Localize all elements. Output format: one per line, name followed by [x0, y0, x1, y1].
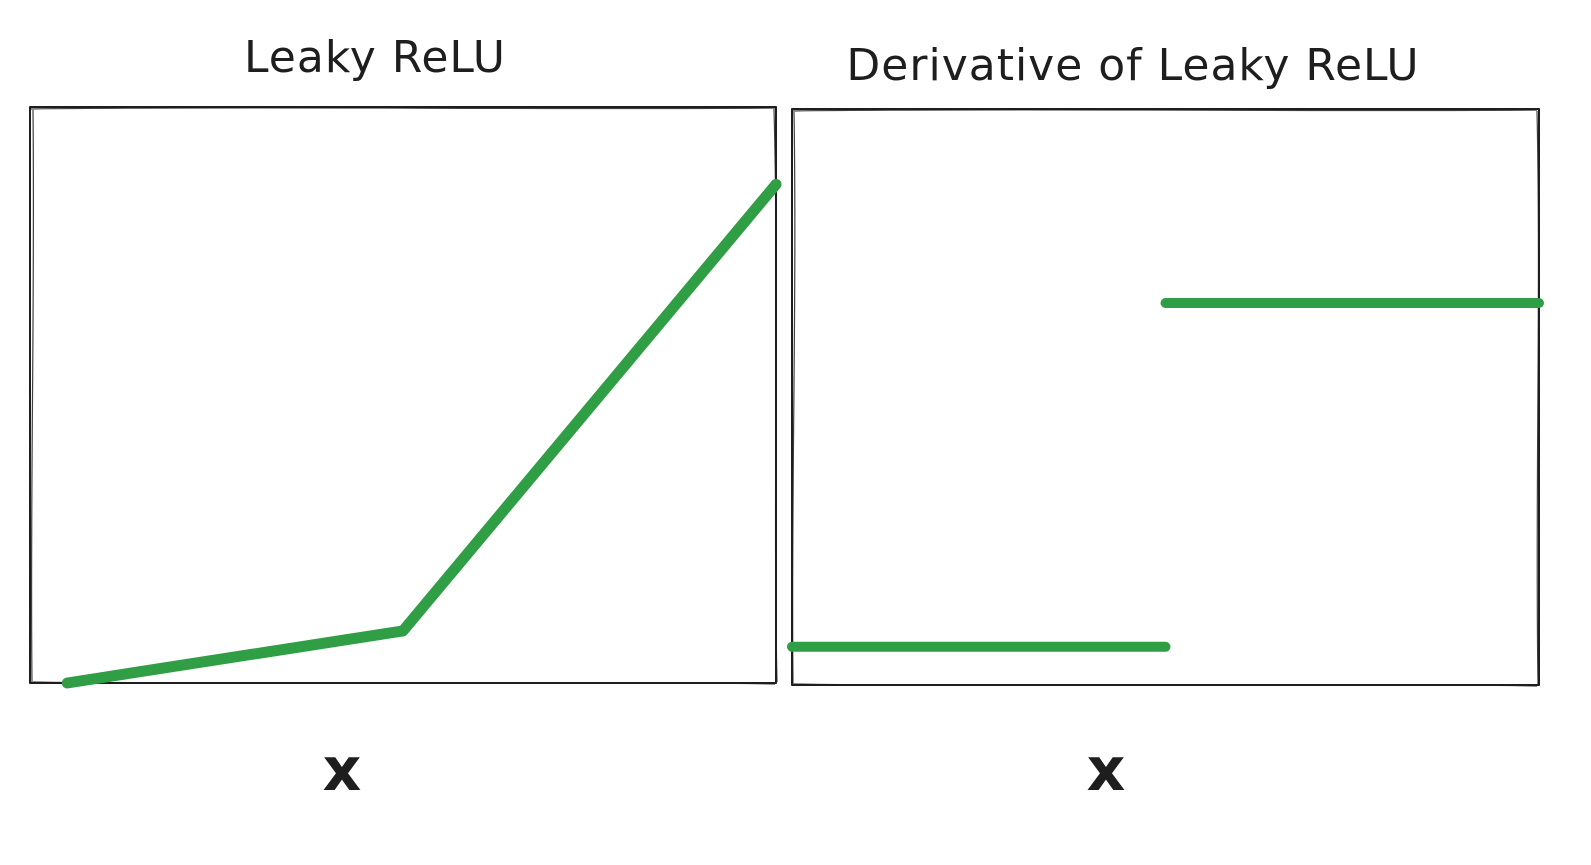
series-marks — [61, 178, 782, 689]
x-axis-label: x — [1087, 735, 1126, 805]
chart-leaky-relu-derivative: Derivative of Leaky ReLU x — [787, 40, 1544, 805]
chart-title: Derivative of Leaky ReLU — [846, 40, 1419, 91]
chart-title: Leaky ReLU — [244, 32, 506, 83]
plot-frame — [791, 108, 1540, 687]
series-marks — [787, 298, 1544, 652]
x-axis-label: x — [323, 735, 362, 805]
series-line-1 — [61, 178, 782, 689]
chart-leaky-relu: Leaky ReLU x — [29, 32, 782, 805]
plot-frame — [29, 106, 778, 685]
